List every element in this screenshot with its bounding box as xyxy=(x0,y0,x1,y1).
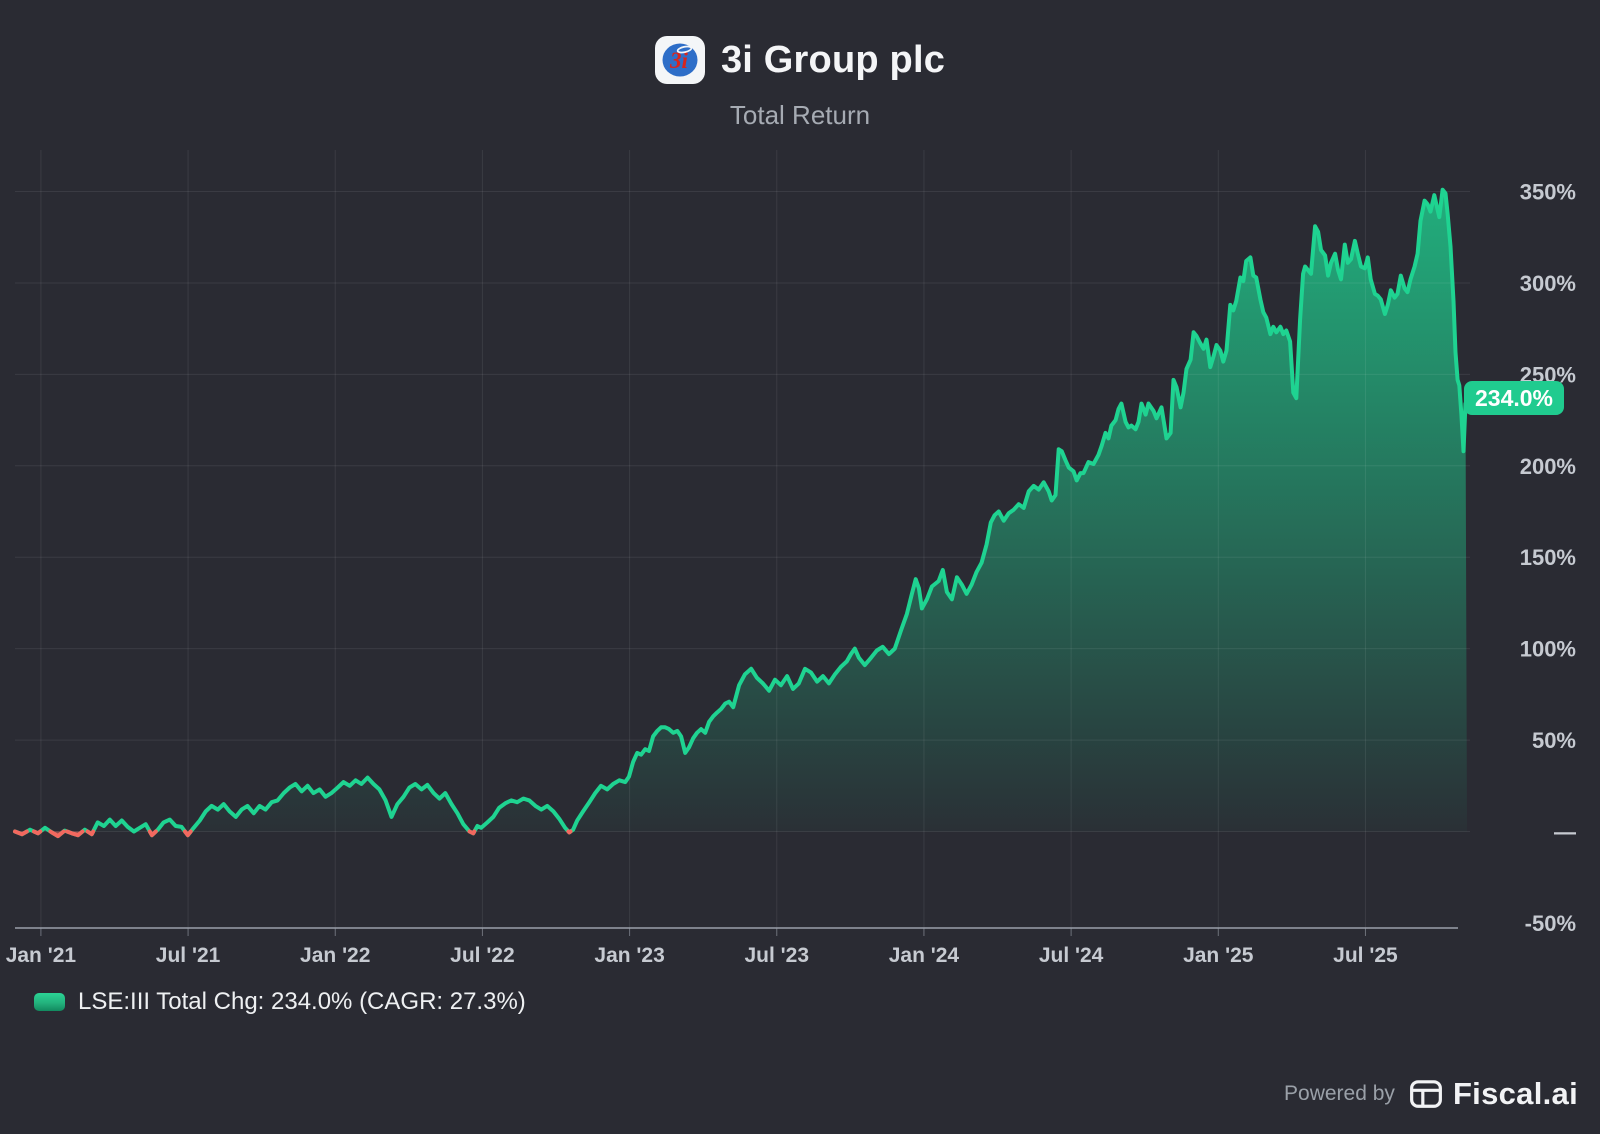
svg-text:Jan '21: Jan '21 xyxy=(6,944,77,967)
svg-text:Jan '22: Jan '22 xyxy=(300,944,370,967)
last-value-badge: 234.0% xyxy=(1464,381,1564,415)
svg-text:50%: 50% xyxy=(1532,728,1576,753)
svg-text:100%: 100% xyxy=(1520,637,1576,662)
svg-text:350%: 350% xyxy=(1520,180,1576,205)
fiscal-ai-brand[interactable]: Fiscal.ai xyxy=(1452,1076,1578,1111)
svg-text:-50%: -50% xyxy=(1525,911,1576,936)
legend-item-lse-iii[interactable]: LSE:III Total Chg: 234.0% (CAGR: 27.3%) xyxy=(34,988,526,1016)
svg-text:—: — xyxy=(1554,820,1576,845)
svg-text:Jul '24: Jul '24 xyxy=(1039,944,1104,967)
company-logo-3i-icon: 3i xyxy=(654,36,705,84)
svg-text:200%: 200% xyxy=(1520,454,1576,479)
svg-text:Jan '25: Jan '25 xyxy=(1183,944,1254,967)
svg-text:Jul '23: Jul '23 xyxy=(744,944,809,967)
svg-text:Jul '21: Jul '21 xyxy=(156,944,221,967)
page-title: 3i Group plc xyxy=(720,38,946,81)
footer-attribution: Powered by Fiscal.ai xyxy=(1284,1076,1578,1112)
svg-text:Jan '23: Jan '23 xyxy=(594,944,664,967)
svg-text:150%: 150% xyxy=(1520,545,1576,570)
svg-text:Jul '22: Jul '22 xyxy=(450,944,515,967)
logo-monogram: 3i xyxy=(669,48,689,73)
header: 3i 3i Group plc xyxy=(0,36,1600,84)
svg-text:Jul '25: Jul '25 xyxy=(1333,944,1398,967)
svg-text:Jan '24: Jan '24 xyxy=(889,944,960,967)
legend-swatch xyxy=(34,993,65,1011)
powered-by-label: Powered by xyxy=(1284,1082,1395,1105)
fiscal-ai-logo-icon xyxy=(1409,1077,1443,1111)
svg-text:300%: 300% xyxy=(1520,271,1576,296)
chart-subtitle: Total Return xyxy=(729,100,871,130)
legend-label: LSE:III Total Chg: 234.0% (CAGR: 27.3%) xyxy=(78,988,526,1015)
